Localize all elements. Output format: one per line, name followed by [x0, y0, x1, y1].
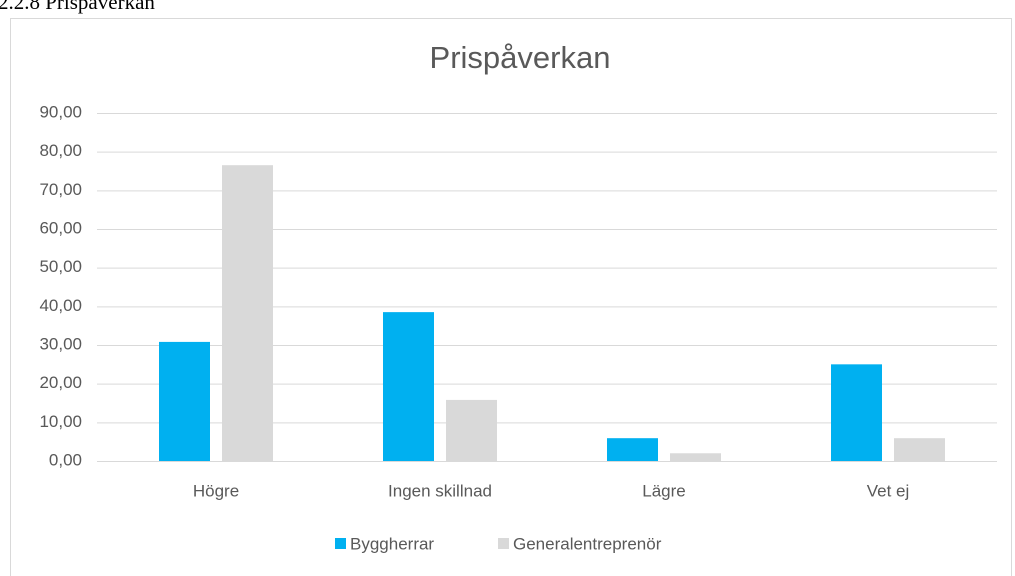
bar: [446, 399, 497, 461]
y-tick-label: 80,00: [39, 141, 82, 160]
legend-label: Generalentreprenör: [513, 534, 662, 553]
y-tick-label: 50,00: [39, 257, 82, 276]
section-heading: 2.2.8 Prispåverkan: [0, 0, 155, 14]
y-tick-label: 60,00: [39, 218, 82, 237]
bar: [831, 364, 882, 461]
y-tick-label: 90,00: [39, 102, 82, 121]
x-tick-label: Högre: [193, 481, 239, 500]
y-tick-label: 0,00: [49, 450, 82, 469]
legend-swatch: [498, 538, 509, 549]
y-tick-label: 10,00: [39, 412, 82, 431]
y-tick-label: 20,00: [39, 373, 82, 392]
chart-frame: [10, 18, 1012, 576]
bar: [607, 438, 658, 461]
bar: [383, 312, 434, 461]
y-tick-label: 70,00: [39, 180, 82, 199]
x-tick-label: Vet ej: [867, 481, 910, 500]
bar: [222, 165, 273, 461]
legend-label: Byggherrar: [350, 534, 434, 553]
bar: [159, 341, 210, 461]
y-tick-label: 30,00: [39, 334, 82, 353]
x-tick-label: Ingen skillnad: [388, 481, 492, 500]
x-tick-label: Lägre: [642, 481, 685, 500]
bar: [894, 438, 945, 461]
chart-title: Prispåverkan: [430, 40, 611, 75]
y-tick-label: 40,00: [39, 296, 82, 315]
bar: [670, 453, 721, 461]
legend-swatch: [335, 538, 346, 549]
